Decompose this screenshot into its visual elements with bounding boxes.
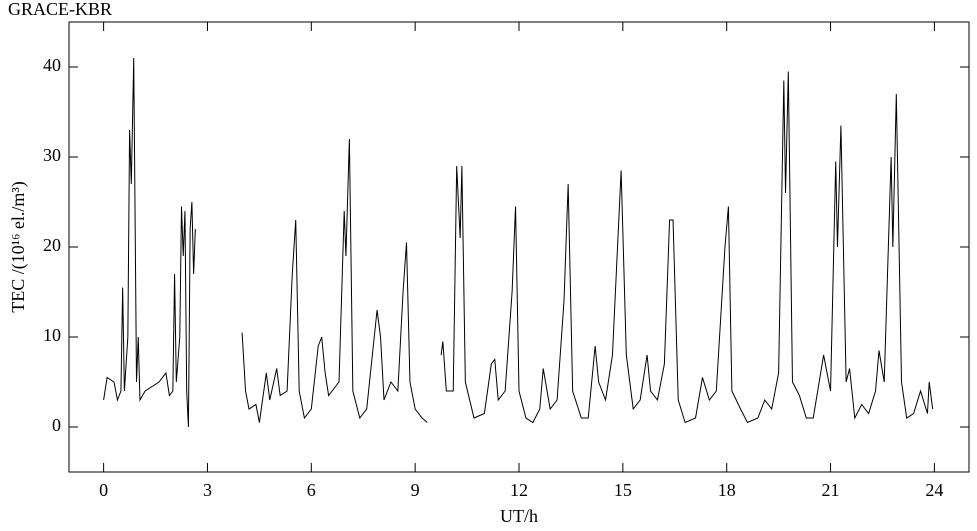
data-line bbox=[103, 57, 934, 428]
x-tick-label: 6 bbox=[307, 480, 316, 500]
x-tick-label: 3 bbox=[203, 480, 212, 500]
x-tick-label: 24 bbox=[925, 480, 943, 500]
x-tick-label: 12 bbox=[510, 480, 528, 500]
x-axis-label: UT/h bbox=[500, 506, 538, 526]
y-tick-label: 10 bbox=[43, 325, 61, 345]
x-tick-label: 15 bbox=[614, 480, 632, 500]
y-tick-label: 30 bbox=[43, 145, 61, 165]
x-tick-label: 18 bbox=[718, 480, 736, 500]
y-tick-label: 0 bbox=[52, 415, 61, 435]
x-tick-label: 21 bbox=[822, 480, 840, 500]
x-tick-label: 0 bbox=[99, 480, 108, 500]
x-tick-label: 9 bbox=[411, 480, 420, 500]
y-tick-label: 20 bbox=[43, 235, 61, 255]
y-axis-label: TEC /(10¹⁶ el./m³) bbox=[8, 181, 29, 313]
chart-title: GRACE-KBR bbox=[8, 0, 112, 19]
y-tick-label: 40 bbox=[43, 55, 61, 75]
